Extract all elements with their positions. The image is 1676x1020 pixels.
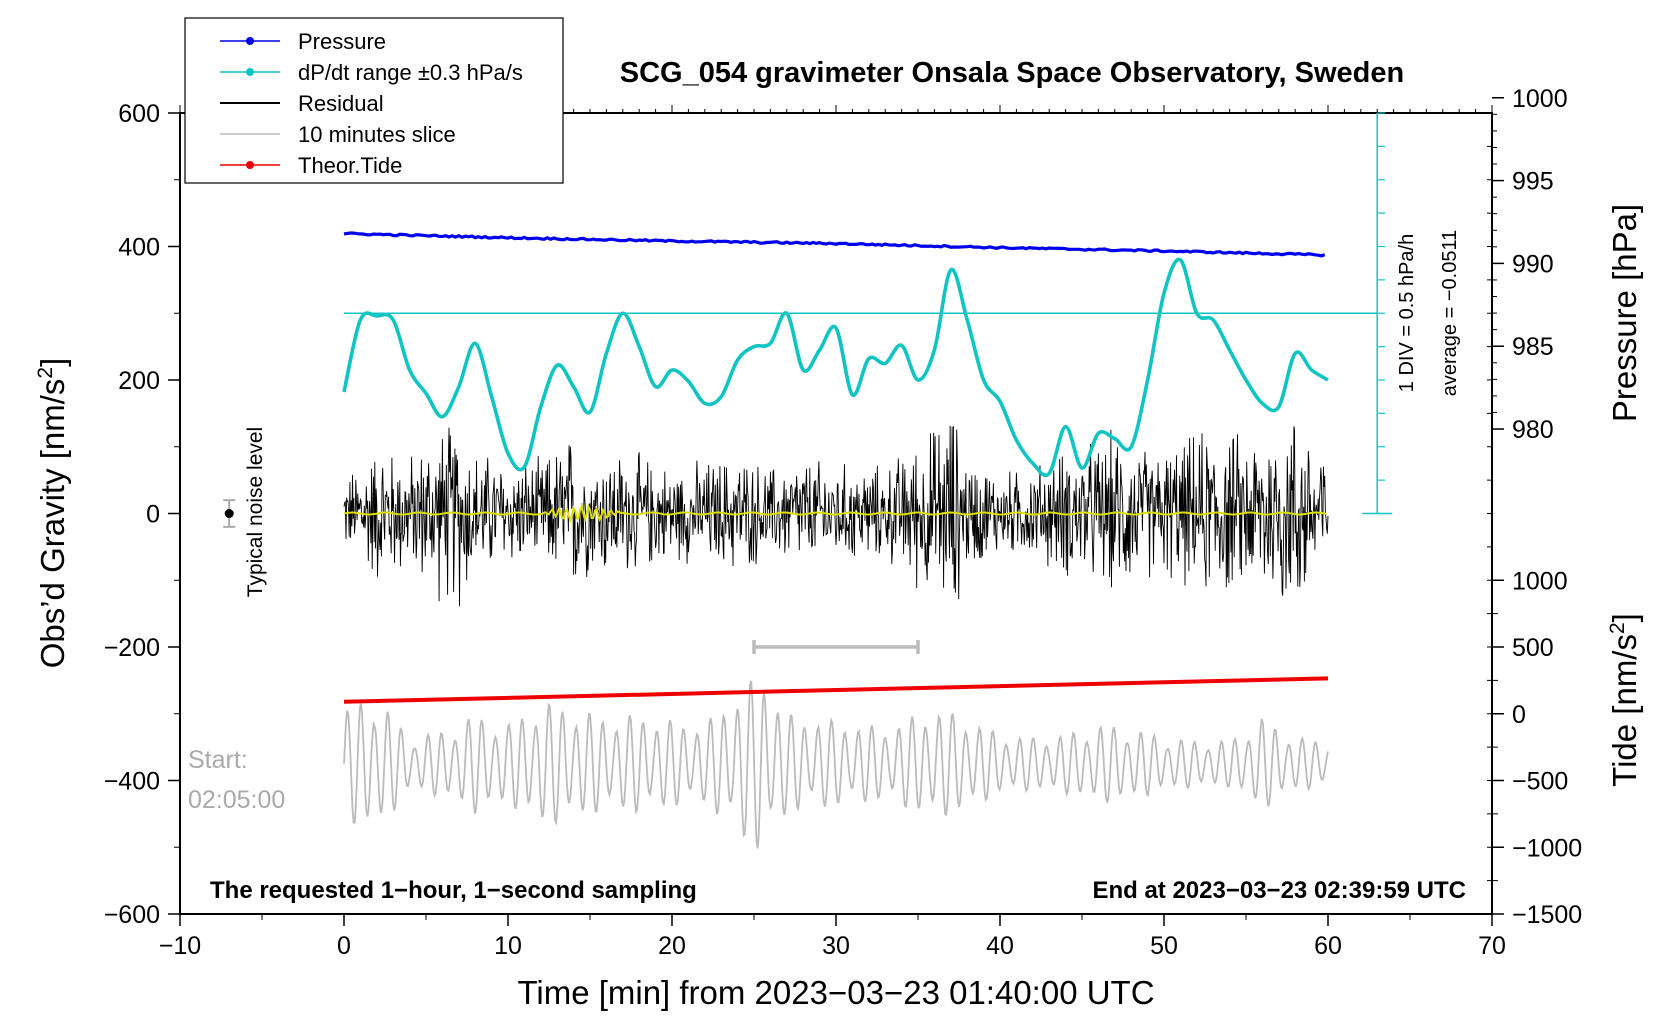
dpdt-series-line — [342, 257, 1329, 478]
legend-label: Theor.Tide — [298, 153, 402, 178]
x-tick-label: 40 — [986, 932, 1014, 960]
x-tick-label: 0 — [337, 932, 351, 960]
y-axis-label-pressure: Pressure [hPa] — [1606, 204, 1643, 422]
residual-series-line — [343, 425, 1329, 607]
y-tick-label: 400 — [118, 234, 160, 262]
slice-series-line — [343, 680, 1329, 849]
legend-marker — [246, 37, 254, 45]
footer-left-label: The requested 1−hour, 1−second sampling — [210, 877, 697, 904]
tide-tick-label: −500 — [1512, 768, 1568, 796]
legend: Pressure dP/dt range ±0.3 hPa/s Residual 10… — [184, 17, 564, 184]
y-axis-label-tide: Tide [nm/s2] — [1606, 613, 1643, 787]
x-tick-label: 70 — [1478, 932, 1506, 960]
start-time-label: 02:05:00 — [188, 786, 285, 814]
pressure-tick-label: 990 — [1512, 250, 1554, 278]
legend-label: Residual — [298, 91, 384, 116]
x-tick-label: 20 — [658, 932, 686, 960]
tide-tick-label: −1000 — [1512, 834, 1582, 862]
tide-tick-label: 500 — [1512, 634, 1554, 662]
pressure-tick-label: 980 — [1512, 416, 1554, 444]
noise-label: Typical noise level — [244, 427, 267, 597]
scale-bar-label: 1 DIV = 0.5 hPa/h — [1396, 234, 1418, 392]
x-tick-label: 10 — [494, 932, 522, 960]
y-tick-label: 200 — [118, 367, 160, 395]
pressure-series-line — [343, 231, 1326, 258]
start-label: Start: — [188, 746, 248, 774]
pressure-tick-label: 1000 — [1512, 85, 1568, 113]
x-tick-label: 30 — [822, 932, 850, 960]
residual-smooth-line — [343, 503, 1327, 524]
tide-tick-label: −1500 — [1512, 901, 1582, 929]
x-tick-label: 50 — [1150, 932, 1178, 960]
y-tick-label: −400 — [104, 768, 160, 796]
x-tick-label: 60 — [1314, 932, 1342, 960]
legend-label: 10 minutes slice — [298, 122, 456, 147]
tide-tick-label: 1000 — [1512, 567, 1568, 595]
noise-point — [224, 509, 234, 518]
chart-title: SCG_054 gravimeter Onsala Space Observat… — [620, 57, 1404, 89]
legend-marker — [246, 161, 254, 169]
y-tick-label: 600 — [118, 100, 160, 128]
pressure-tick-label: 985 — [1512, 333, 1554, 361]
y-tick-label: 0 — [146, 501, 160, 529]
average-label: average = −0.0511 — [1439, 230, 1461, 396]
legend-label: Pressure — [298, 29, 386, 54]
y-tick-label: −600 — [104, 901, 160, 929]
footer-right-label: End at 2023−03−23 02:39:59 UTC — [1092, 877, 1466, 904]
legend-marker — [246, 68, 254, 76]
legend-box — [184, 17, 564, 184]
y-axis-label-left: Obs’d Gravity [nm/s2] — [34, 358, 71, 669]
pressure-tick-label: 995 — [1512, 168, 1554, 196]
legend-label: dP/dt range ±0.3 hPa/s — [298, 60, 523, 85]
tide-tick-label: 0 — [1512, 701, 1526, 729]
tide-series-line — [343, 676, 1329, 704]
x-tick-label: −10 — [159, 932, 201, 960]
y-tick-label: −200 — [104, 634, 160, 662]
x-axis-label: Time [min] from 2023−03−23 01:40:00 UTC — [517, 974, 1154, 1011]
